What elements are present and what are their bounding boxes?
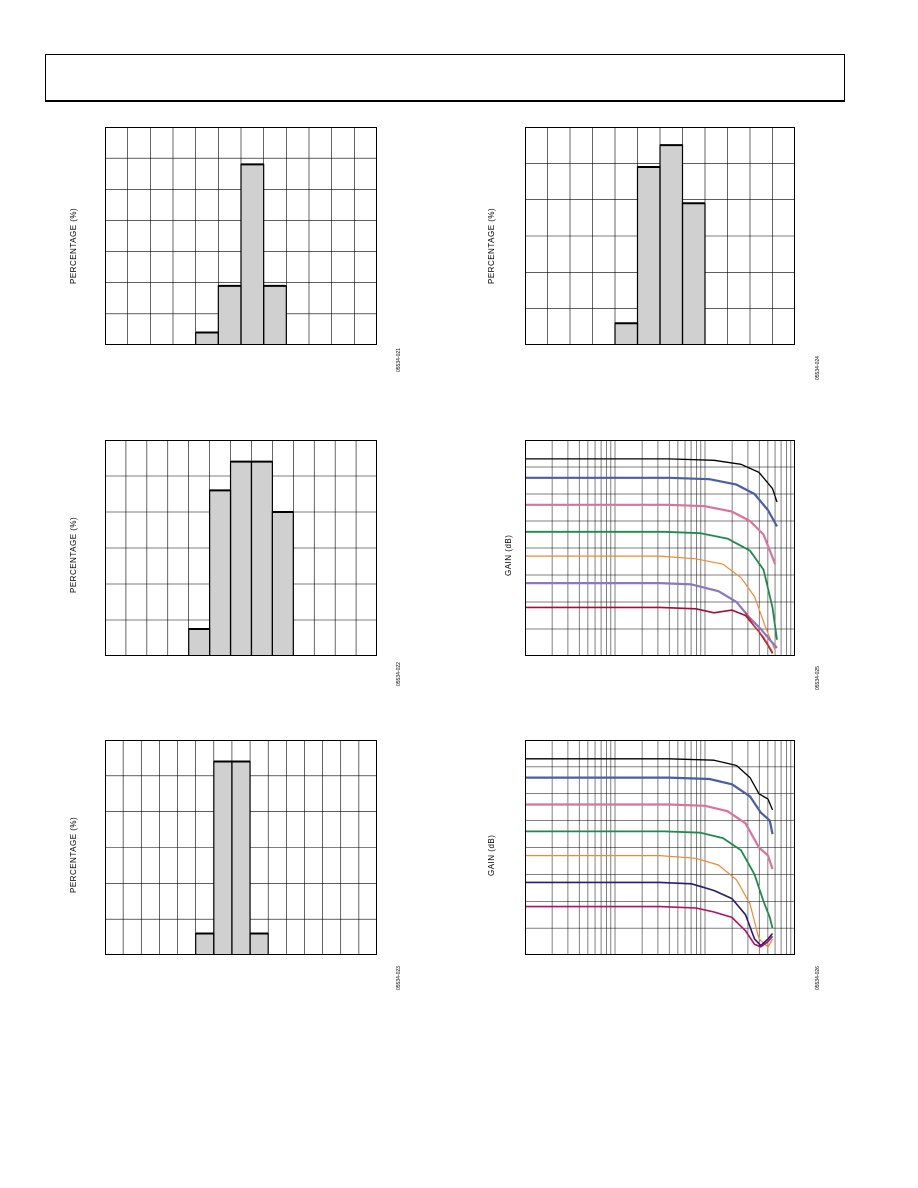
histogram-bar	[230, 461, 252, 656]
plot-frame	[105, 740, 377, 955]
plot-frame	[525, 440, 795, 656]
gain-series-line-7	[525, 905, 774, 948]
histogram-bar	[615, 323, 638, 345]
y-axis-label-2: PERCENTAGE (%)	[487, 207, 496, 284]
histogram-bar	[263, 285, 287, 345]
chart-panel-hist2	[525, 127, 795, 345]
plot-frame	[525, 740, 795, 955]
gain-series-line-6	[525, 881, 774, 947]
figure-number-1: 05534-021	[396, 348, 402, 372]
histogram-bar	[195, 933, 214, 955]
plot-frame	[525, 127, 795, 345]
y-axis-label-6: GAIN (dB)	[487, 834, 496, 876]
chart-panel-hist1	[105, 127, 377, 345]
histogram-chart-2	[525, 127, 795, 345]
histogram-chart-1	[105, 127, 377, 345]
figure-number-5: 05534-023	[396, 966, 402, 990]
gain-series-line-2	[525, 476, 778, 527]
histogram-bar	[218, 285, 241, 345]
y-axis-label-5: PERCENTAGE (%)	[69, 816, 78, 893]
histogram-chart-4	[105, 740, 377, 955]
gain-series-line-1	[525, 458, 778, 503]
gain-series-line-3	[525, 503, 777, 565]
y-axis-label-3: PERCENTAGE (%)	[69, 516, 78, 593]
plot-frame	[105, 127, 377, 345]
figure-number-2: 05534-024	[815, 356, 821, 380]
figure-number-6: 05534-026	[815, 966, 821, 990]
gain-chart-2	[525, 740, 795, 955]
histogram-bar	[272, 512, 294, 656]
histogram-bar	[241, 164, 264, 345]
histogram-bar	[231, 761, 251, 955]
histogram-bar	[637, 166, 660, 345]
histogram-bar	[682, 203, 705, 345]
histogram-bar	[209, 490, 231, 656]
y-axis-label-4: GAIN (dB)	[504, 534, 513, 576]
histogram-bar	[660, 145, 683, 345]
gain-series-line-8	[745, 612, 774, 653]
plot-frame	[105, 440, 377, 656]
gain-series-line-1	[525, 758, 774, 811]
chart-panel-gain1	[525, 440, 795, 656]
chart-panel-hist4	[105, 740, 377, 955]
gain-series-line-5	[525, 555, 776, 651]
histogram-bar	[213, 761, 232, 955]
histogram-bar	[188, 629, 210, 656]
gain-series-line-4	[525, 530, 778, 640]
histogram-bar	[195, 332, 219, 345]
histogram-bar	[251, 461, 273, 656]
gain-series-line-4	[525, 830, 774, 929]
chart-panel-hist3	[105, 440, 377, 656]
y-axis-label-1: PERCENTAGE (%)	[69, 207, 78, 284]
chart-panel-gain2	[525, 740, 795, 955]
page-header-box	[45, 54, 845, 102]
histogram-chart-3	[105, 440, 377, 656]
gain-series-line-2	[525, 776, 774, 835]
figure-number-3: 05534-022	[396, 662, 402, 686]
histogram-bar	[250, 933, 269, 955]
figure-number-4: 05534-025	[815, 666, 821, 690]
gain-series-line-7	[525, 606, 774, 654]
gain-series-line-3	[525, 803, 774, 870]
gain-chart-1	[525, 440, 795, 656]
gain-series-line-6	[525, 582, 778, 649]
